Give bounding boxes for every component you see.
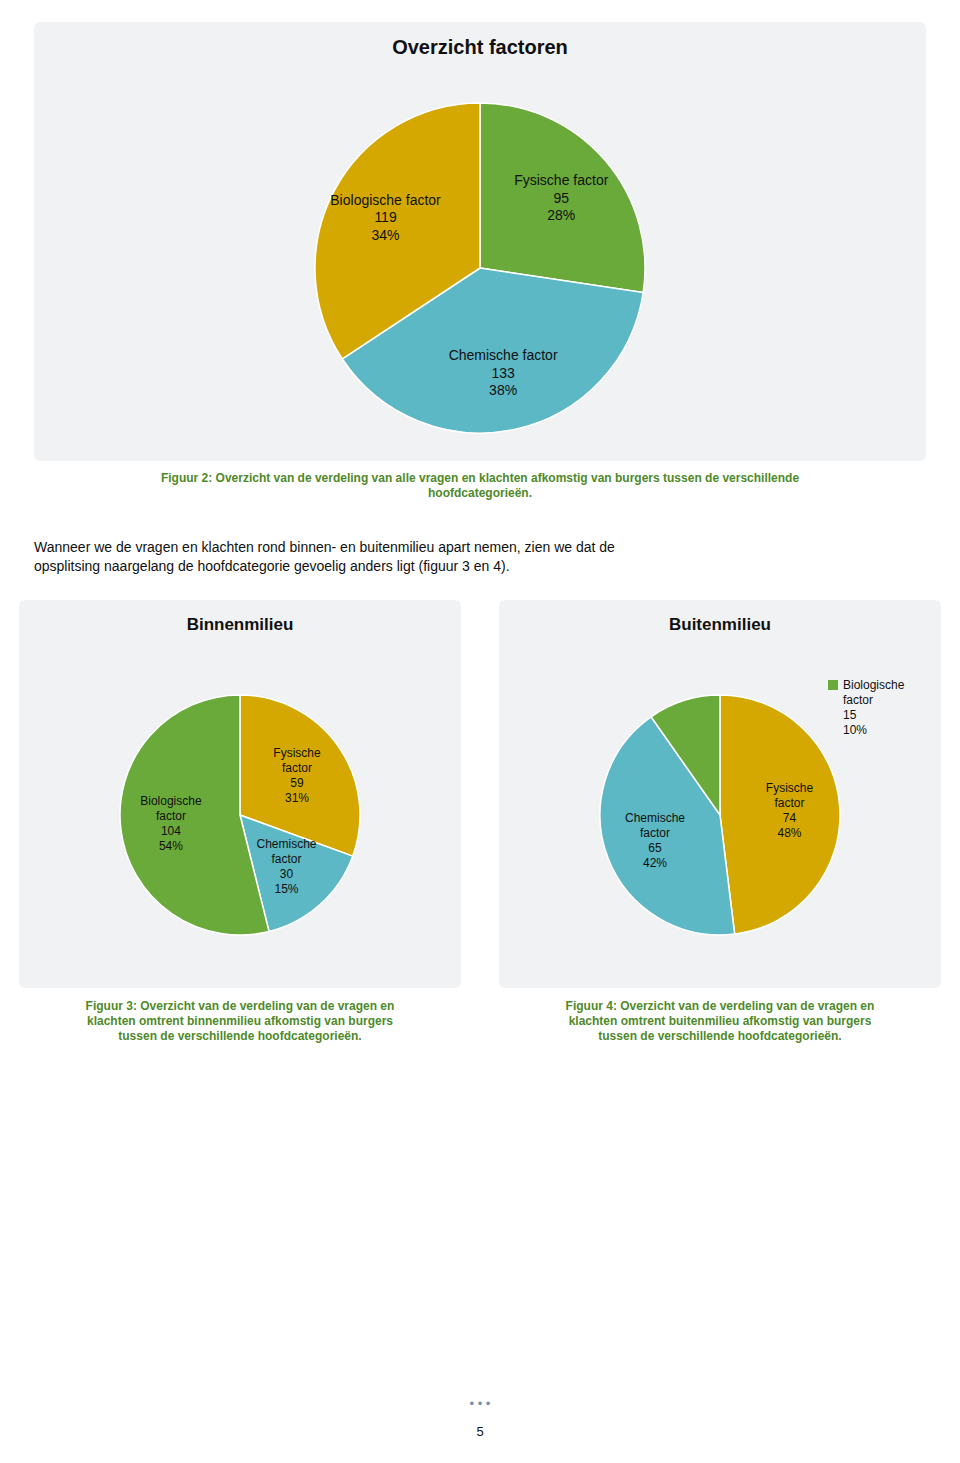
slice-label: Fysische factor 9528%: [514, 172, 608, 223]
slices: [120, 695, 360, 935]
slice-label-line: factor: [272, 852, 302, 866]
slice-label-line: Biologische factor: [330, 192, 441, 208]
slice-label-line: 65: [648, 841, 662, 855]
slice-label-line: factor: [282, 761, 312, 775]
slices: [600, 695, 840, 935]
slice-label-line: Fysische: [273, 746, 321, 760]
slice-labels: Fysischefactor7448%Chemischefactor6542%B…: [625, 678, 905, 870]
slice-label-line: 119: [374, 209, 397, 225]
caption-line: klachten omtrent buitenmilieu afkomstig …: [569, 1014, 872, 1028]
slice-label: Chemischefactor6542%: [625, 811, 685, 870]
chart-panel: [19, 600, 461, 988]
chart-title-line: Buitenmilieu: [669, 615, 771, 634]
slice-label-line: 133: [491, 365, 515, 381]
body-text: Wanneer we de vragen en klachten rond bi…: [34, 539, 615, 574]
slice-label-line: Biologische: [140, 794, 202, 808]
page-number: 5: [476, 1424, 483, 1439]
pie-slice: [315, 103, 480, 359]
slice-labels: Fysische factor9528%Chemische factor1333…: [330, 172, 608, 398]
slice-label-line: 59: [290, 776, 304, 790]
slice-label-line: Chemische: [257, 837, 317, 851]
slice-label: Fysischefactor5931%: [273, 746, 321, 805]
label-swatch: [828, 680, 838, 690]
ornament-line: • • •: [470, 1396, 491, 1411]
slice-label-line: 15%: [275, 882, 299, 896]
slice-labels: Fysischefactor5931%Chemischefactor3015%B…: [140, 746, 321, 897]
caption: Figuur 3: Overzicht van de verdeling van…: [86, 999, 395, 1043]
pie-slice: [480, 103, 645, 293]
slice-label-line: factor: [640, 826, 670, 840]
slice-label-line: 28%: [547, 207, 575, 223]
ornament: • • •: [470, 1396, 491, 1411]
slice-label-line: 95: [553, 190, 569, 206]
slice-label-line: Biologische: [843, 678, 905, 692]
slice-label: Biologischefactor1510%: [843, 678, 905, 737]
chart-title: Buitenmilieu: [669, 615, 771, 634]
pie-chart: BuitenmilieuFysischefactor7448%Chemische…: [499, 600, 941, 988]
caption: Figuur 4: Overzicht van de verdeling van…: [566, 999, 875, 1043]
slice-label: Biologischefactor10454%: [140, 794, 202, 853]
slice-label-line: 34%: [372, 227, 400, 243]
chart-title: Overzicht factoren: [392, 36, 568, 58]
slice-label-line: 104: [161, 824, 181, 838]
slice-label-line: factor: [843, 693, 873, 707]
page: Overzicht factoren Fysische factor 9528% Ch…: [0, 0, 960, 1463]
slice-label: Chemische factor 13338%: [449, 347, 558, 398]
caption-line: hoofdcategorieën.: [428, 486, 532, 500]
slice-label-line: factor: [774, 796, 804, 810]
pie-slice: [651, 695, 720, 815]
chart-panel: [499, 600, 941, 988]
slice-label-line: 15: [843, 708, 857, 722]
slices: [315, 103, 645, 433]
slice-label-line: 74: [783, 811, 797, 825]
slice-label-line: Chemische: [625, 811, 685, 825]
slice-label: Chemischefactor3015%: [257, 837, 317, 896]
caption: Figuur 2: Overzicht van de verdeling van…: [161, 471, 800, 500]
caption-line: klachten omtrent binnenmilieu afkomstig …: [87, 1014, 393, 1028]
caption-line: tussen de verschillende hoofdcategorieën…: [598, 1029, 841, 1043]
slice-label-line: 42%: [643, 856, 667, 870]
slice-label-line: 48%: [777, 826, 801, 840]
slice-label-line: factor: [156, 809, 186, 823]
page-number-line: 5: [476, 1424, 483, 1439]
slice-label-line: Fysische factor: [514, 172, 608, 188]
body-text-line: opsplitsing naargelang de hoofdcategorie…: [34, 558, 510, 574]
body-text-line: Wanneer we de vragen en klachten rond bi…: [34, 539, 615, 555]
caption-line: Figuur 4: Overzicht van de verdeling van…: [566, 999, 875, 1013]
pie-chart: Overzicht factoren Fysische factor 9528% Ch…: [34, 22, 926, 461]
pie-slice: [120, 695, 269, 935]
chart-panel: [34, 22, 926, 461]
caption-line: tussen de verschillende hoofdcategorieën…: [118, 1029, 361, 1043]
chart-title-line: Overzicht factoren: [392, 36, 568, 58]
slice-label-line: Chemische factor: [449, 347, 558, 363]
slice-label: Biologische factor119 34%: [330, 192, 441, 243]
slice-label-line: 30: [280, 867, 294, 881]
slice-label-line: Fysische: [766, 781, 814, 795]
chart-title-line: Binnenmilieu: [187, 615, 294, 634]
slice-label: Fysischefactor7448%: [766, 781, 814, 840]
slice-label-line: 10%: [843, 723, 867, 737]
pie-chart: BinnenmilieuFysischefactor5931%Chemische…: [19, 600, 461, 988]
slice-label-line: 54%: [159, 839, 183, 853]
chart-title: Binnenmilieu: [187, 615, 294, 634]
pie-slice: [720, 695, 840, 934]
caption-line: Figuur 2: Overzicht van de verdeling van…: [161, 471, 800, 485]
slice-label-line: 31%: [285, 791, 309, 805]
slice-label-line: 38%: [489, 382, 517, 398]
caption-line: Figuur 3: Overzicht van de verdeling van…: [86, 999, 395, 1013]
